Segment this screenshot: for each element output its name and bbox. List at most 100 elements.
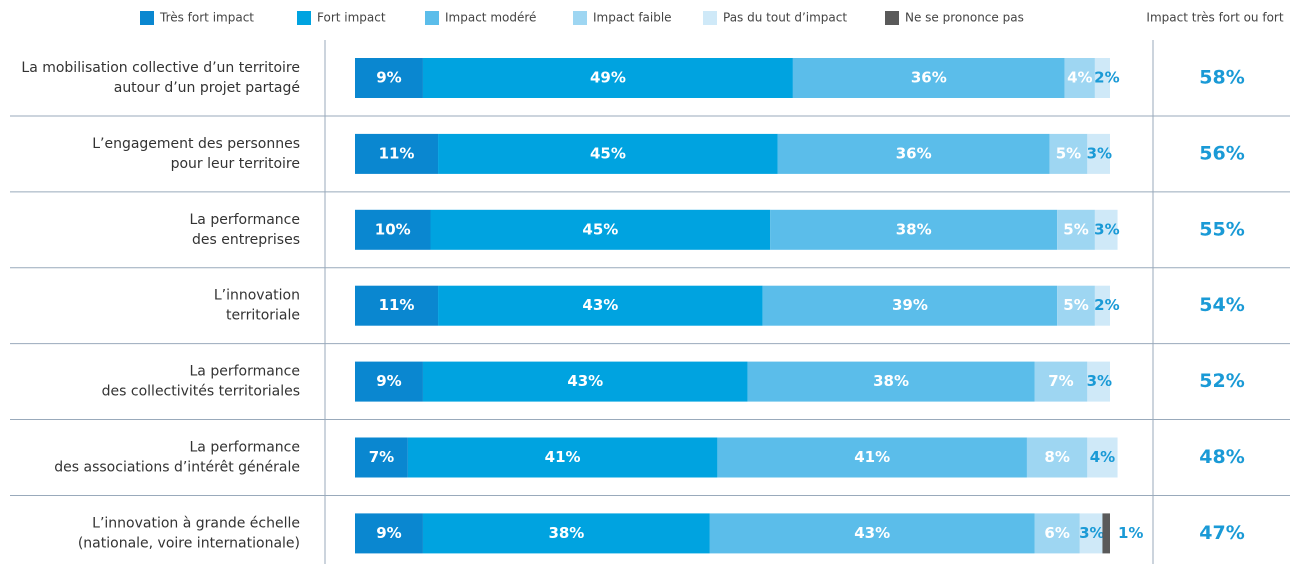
bar-segment	[747, 361, 1035, 402]
value-label: 6%	[1044, 524, 1069, 542]
bar-segment	[1026, 437, 1088, 478]
bar-segment	[438, 133, 778, 174]
bar-segment	[792, 58, 1065, 98]
bar-segment	[1079, 513, 1103, 554]
value-label: 45%	[590, 144, 626, 162]
bar-segment	[1094, 209, 1118, 250]
total-label: 55%	[1199, 218, 1244, 240]
value-label: 7%	[1048, 372, 1073, 390]
total-label: 56%	[1199, 142, 1244, 164]
value-label: 2%	[1094, 296, 1119, 314]
bar-segment	[355, 437, 408, 478]
category-label: La performance	[190, 364, 301, 380]
bar-segment	[355, 285, 439, 326]
value-label: 3%	[1087, 144, 1112, 162]
bar-segment	[355, 513, 423, 554]
bar-segment	[422, 361, 748, 402]
bar-segment	[762, 285, 1058, 326]
legend-swatch	[140, 11, 154, 25]
category-label: L’engagement des personnes	[92, 136, 300, 152]
bar-segment	[422, 58, 793, 98]
category-label: des collectivités territoriales	[102, 384, 300, 400]
bar-segment	[1057, 285, 1095, 326]
bar-segment	[355, 361, 423, 402]
bar-segment	[355, 133, 439, 174]
value-label: 4%	[1090, 448, 1115, 466]
total-label: 58%	[1199, 67, 1244, 89]
value-label: 2%	[1094, 69, 1119, 87]
bar-segment	[1087, 361, 1110, 402]
bar-segment	[1087, 133, 1110, 174]
category-label: autour d’un projet partagé	[114, 80, 300, 96]
bar-segment	[777, 133, 1050, 174]
totals-title: Impact très fort ou fort	[1146, 11, 1283, 25]
value-label: 1%	[1118, 524, 1143, 542]
legend-label: Fort impact	[317, 11, 386, 25]
value-label: 3%	[1094, 220, 1119, 238]
value-label: 5%	[1063, 220, 1088, 238]
value-label: 8%	[1044, 448, 1069, 466]
bar-segment	[422, 513, 710, 554]
category-label: L’innovation	[214, 288, 300, 304]
category-label: territoriale	[226, 308, 300, 324]
value-label: 43%	[582, 296, 618, 314]
category-label: pour leur territoire	[171, 156, 300, 172]
bar-segment	[407, 437, 718, 478]
legend-swatch	[573, 11, 587, 25]
category-label: La performance	[190, 440, 301, 456]
total-label: 47%	[1199, 522, 1244, 544]
category-label: (nationale, voire internationale)	[78, 535, 300, 551]
bar-segment	[355, 209, 431, 250]
value-label: 41%	[854, 448, 890, 466]
bar-segment	[717, 437, 1027, 478]
total-label: 52%	[1199, 370, 1244, 392]
value-label: 41%	[545, 448, 581, 466]
bar-segment	[1102, 513, 1110, 554]
value-label: 7%	[369, 448, 394, 466]
legend-label: Ne se prononce pas	[905, 11, 1024, 25]
legend-label: Très fort impact	[159, 11, 254, 25]
bar-segment	[1049, 133, 1088, 174]
value-label: 3%	[1087, 372, 1112, 390]
value-label: 36%	[896, 144, 932, 162]
bar-segment	[1094, 285, 1110, 326]
value-label: 43%	[854, 524, 890, 542]
bar-segment	[1057, 209, 1095, 250]
legend-label: Impact modéré	[445, 11, 536, 25]
value-label: 49%	[590, 69, 626, 87]
bar-segment	[1087, 437, 1118, 478]
bar-segment	[438, 285, 763, 326]
value-label: 36%	[911, 69, 947, 87]
value-label: 38%	[873, 372, 909, 390]
bar-segment	[355, 58, 423, 98]
value-label: 4%	[1067, 69, 1092, 87]
value-label: 39%	[892, 296, 928, 314]
value-label: 38%	[896, 220, 932, 238]
value-label: 11%	[379, 144, 415, 162]
value-label: 10%	[375, 220, 411, 238]
legend-label: Impact faible	[593, 11, 672, 25]
category-label: des entreprises	[192, 232, 300, 248]
legend-swatch	[297, 11, 311, 25]
category-label: L’innovation à grande échelle	[92, 515, 300, 531]
value-label: 5%	[1063, 296, 1088, 314]
value-label: 9%	[376, 69, 401, 87]
category-label: La performance	[190, 212, 301, 228]
legend-swatch	[425, 11, 439, 25]
bar-segment	[1094, 58, 1110, 98]
bar-segment	[770, 209, 1058, 250]
legend-swatch	[703, 11, 717, 25]
legend-swatch	[885, 11, 899, 25]
total-label: 54%	[1199, 294, 1244, 316]
category-label: des associations d’intérêt générale	[54, 460, 300, 476]
bar-segment	[1034, 513, 1080, 554]
value-label: 43%	[567, 372, 603, 390]
category-label: La mobilisation collective d’un territoi…	[21, 60, 300, 76]
bar-segment	[709, 513, 1035, 554]
bar-segment	[1064, 58, 1095, 98]
value-label: 9%	[376, 372, 401, 390]
value-label: 3%	[1079, 524, 1104, 542]
value-label: 38%	[548, 524, 584, 542]
value-label: 9%	[376, 524, 401, 542]
